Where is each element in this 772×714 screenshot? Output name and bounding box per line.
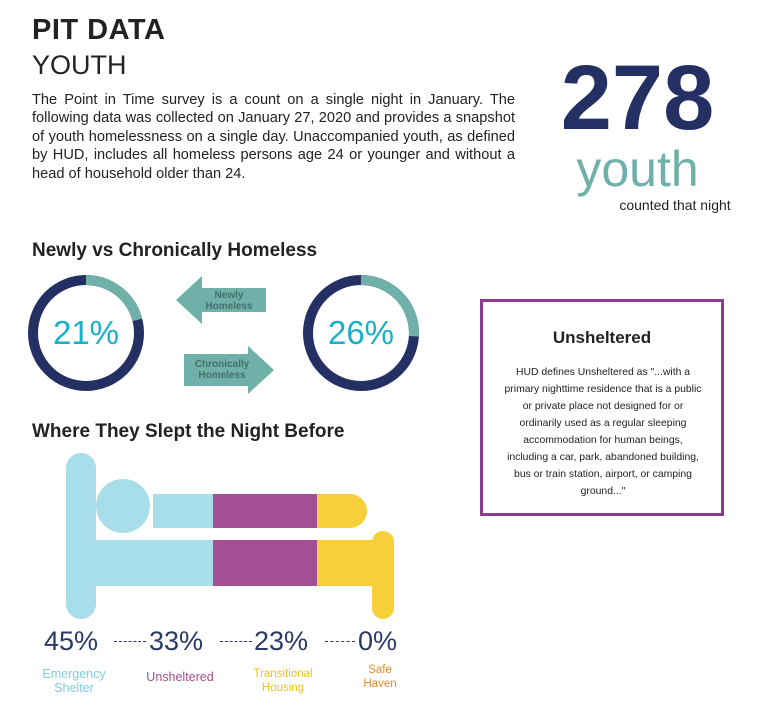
bed-illustration [66, 453, 394, 619]
bed-footboard [372, 531, 394, 619]
newly-label-line2: Homeless [205, 301, 253, 312]
youth-count: 278 [560, 47, 715, 149]
pct-emergency-shelter: 45% [44, 626, 99, 656]
newly-homeless-donut: 21% [27, 274, 145, 392]
chronically-homeless-arc [303, 275, 419, 391]
label-safe-haven: Safe Haven [363, 664, 397, 690]
right-arrow-icon [184, 346, 274, 394]
left-arrow-icon [176, 276, 266, 324]
label-transitional-housing: Transitional Housing [253, 668, 313, 694]
newly-homeless-arrow: Newly Homeless [176, 275, 266, 325]
connector-line [325, 641, 355, 642]
bed-headboard [66, 453, 96, 619]
mattress-emergency-shelter [93, 540, 213, 586]
pct-transitional-housing: 23% [254, 626, 309, 656]
chronically-homeless-donut: 26% [302, 274, 420, 392]
intro-paragraph: The Point in Time survey is a count on a… [32, 92, 515, 182]
youth-count-caption: counted that night [619, 197, 731, 213]
chronically-homeless-arrow: Chronically Homeless [184, 345, 274, 395]
unsheltered-definition-box: Unsheltered HUD defines Unsheltered as "… [480, 299, 724, 516]
connector-line [220, 641, 252, 642]
newly-vs-chronic-heading: Newly vs Chronically Homeless [32, 240, 318, 261]
mattress-unsheltered [213, 540, 317, 586]
slept-before-heading: Where They Slept the Night Before [32, 421, 345, 442]
pct-unsheltered: 33% [149, 626, 204, 656]
pct-safe-haven: 0% [358, 626, 398, 656]
chronic-label-line2: Homeless [198, 370, 246, 381]
mattress-transitional-housing [317, 540, 373, 586]
unsheltered-box-title: Unsheltered [552, 328, 652, 347]
newly-homeless-arc [28, 275, 144, 391]
newly-homeless-value: 21% [52, 314, 120, 351]
connector-line [114, 641, 146, 642]
page-title: PIT DATA [32, 14, 166, 46]
blanket-unsheltered [213, 494, 317, 528]
unsheltered-box-text: HUD defines Unsheltered as "...with a pr… [504, 367, 702, 497]
sleeper-head-icon [96, 479, 150, 533]
blanket-emergency-shelter [153, 494, 213, 528]
label-unsheltered: Unsheltered [146, 670, 214, 684]
blanket-transitional-housing [317, 494, 367, 528]
chronically-homeless-value: 26% [327, 314, 395, 351]
youth-count-unit: youth [576, 141, 699, 197]
page-subtitle: YOUTH [32, 50, 127, 80]
chronic-label-line1: Chronically [194, 359, 250, 370]
label-emergency-shelter: Emergency Shelter [42, 667, 106, 695]
newly-label-line1: Newly [214, 290, 244, 301]
